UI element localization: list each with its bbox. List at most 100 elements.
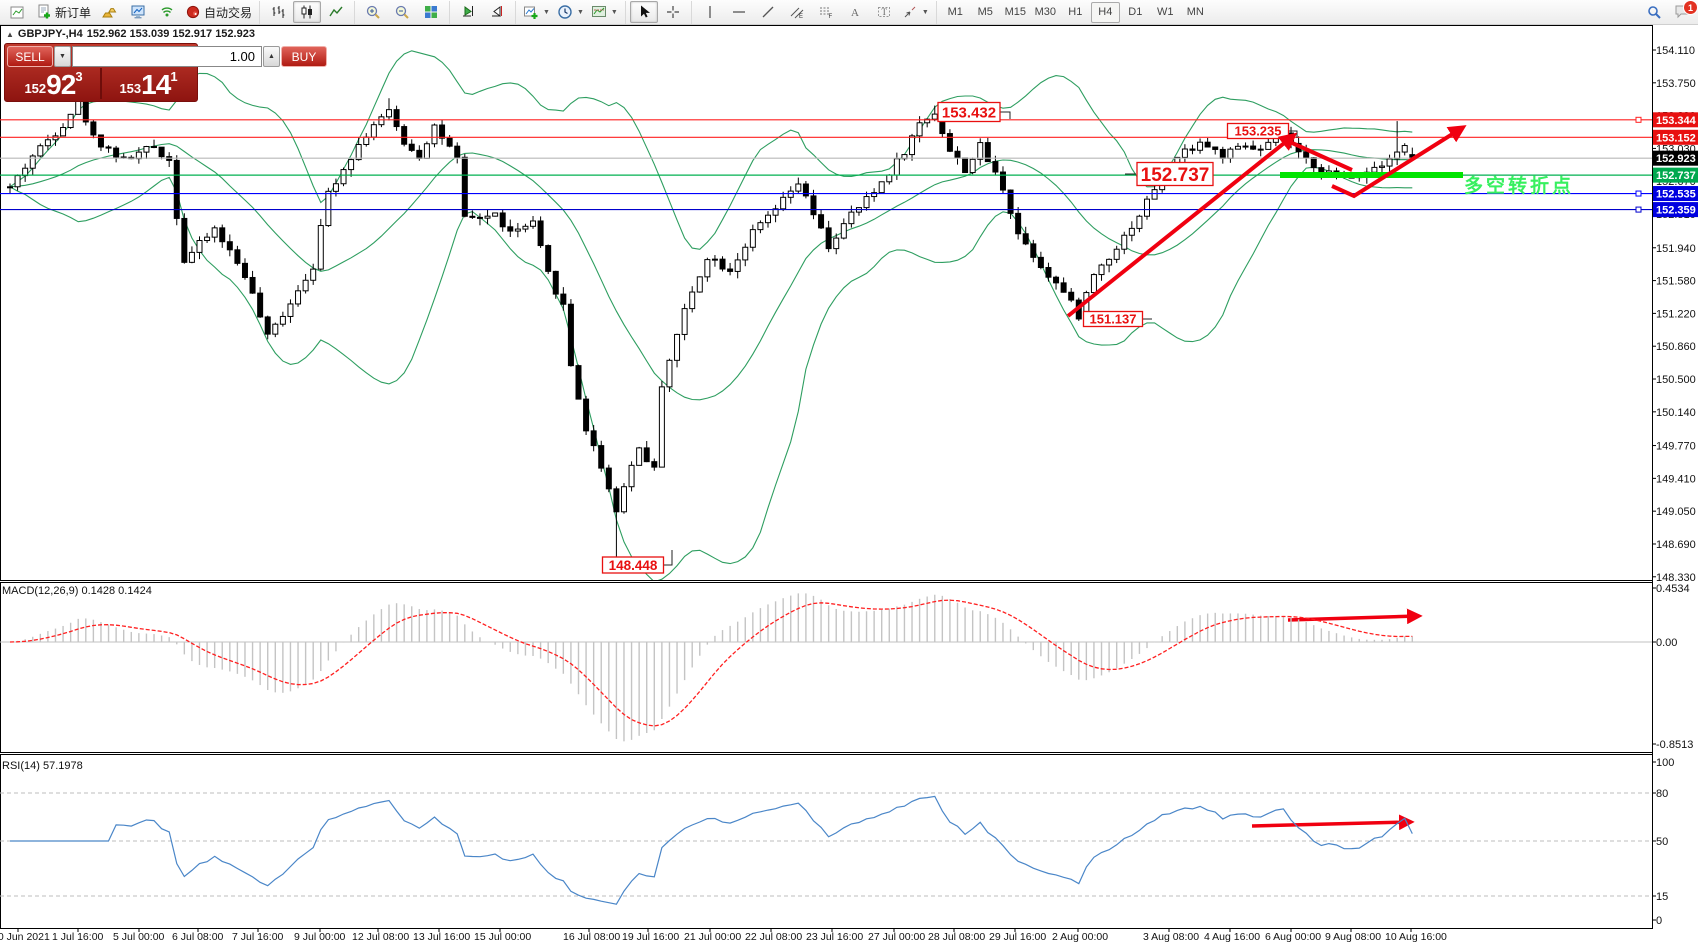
equidistant-channel-icon: E	[790, 7, 804, 20]
fibonacci-tool[interactable]: F	[812, 1, 840, 23]
candle-body	[393, 109, 400, 128]
candle-body	[620, 486, 627, 513]
candle-body	[105, 146, 112, 149]
auto-scroll-button[interactable]	[454, 1, 482, 23]
candle-body	[1151, 189, 1158, 200]
chart-shift-button[interactable]	[483, 1, 511, 23]
buy-price[interactable]: 153 14 1	[102, 68, 195, 99]
candle-body	[90, 121, 97, 136]
timeframe-w1[interactable]: W1	[1157, 6, 1174, 18]
vertical-line-tool[interactable]	[696, 1, 724, 23]
timeframe-m5[interactable]: M5	[977, 6, 993, 18]
candle-body	[492, 212, 499, 217]
candle-body	[999, 171, 1006, 191]
date-tick-label: 19 Jul 16:00	[622, 931, 679, 943]
price-annotation-148.448[interactable]: 148.448	[601, 556, 665, 574]
timeframe-m15[interactable]: M15	[1004, 6, 1026, 18]
volume-up-button[interactable]: ▲	[263, 46, 280, 67]
horizontal-line-tool[interactable]	[725, 1, 753, 23]
chart-window-button[interactable]	[4, 1, 32, 23]
price-tick-label: 149.770	[1656, 441, 1696, 453]
candle-body	[476, 216, 483, 219]
signals-button[interactable]	[153, 1, 181, 23]
sell-price[interactable]: 152 92 3	[7, 68, 102, 99]
date-tick-label: 30 Jun 2021	[0, 931, 50, 943]
trend-arrow[interactable]	[1331, 125, 1467, 199]
candle-body	[97, 134, 104, 148]
volume-down-button[interactable]: ▼	[54, 46, 71, 67]
arrows-tool[interactable]: ▼	[899, 1, 932, 23]
price-annotation-151.137[interactable]: 151.137	[1082, 310, 1144, 328]
price-annotation-153.235[interactable]: 153.235	[1226, 122, 1290, 140]
axis-price-tag: 152.359	[1653, 202, 1698, 218]
rsi-axis-label: 50	[1656, 836, 1668, 848]
price-annotation-153.432[interactable]: 153.432	[937, 101, 1001, 123]
date-tick-label: 1 Jul 16:00	[52, 931, 104, 943]
bar-chart-button[interactable]	[264, 1, 292, 23]
timeframe-d1[interactable]: D1	[1128, 6, 1143, 18]
trendline-tool[interactable]	[754, 1, 782, 23]
candle-body	[461, 156, 468, 217]
tile-windows-button[interactable]	[417, 1, 445, 23]
date-tick-label: 22 Jul 08:00	[745, 931, 802, 943]
gold-button[interactable]	[95, 1, 123, 23]
annotation-connector	[1000, 111, 1011, 119]
volume-input[interactable]	[72, 46, 262, 67]
toolbar-group-trade: 新订单 自动交易	[0, 0, 261, 24]
channel-tool[interactable]: E	[783, 1, 811, 23]
level-line-152.359[interactable]	[0, 206, 1652, 213]
candle-body	[272, 323, 279, 335]
line-chart-button[interactable]	[322, 1, 350, 23]
candle-body	[446, 137, 453, 147]
trend-note-text[interactable]: 多空转折点	[1464, 174, 1574, 197]
timeframe-m1[interactable]: M1	[947, 6, 963, 18]
notification-badge: 1	[1683, 0, 1698, 15]
text-label-tool[interactable]: T	[870, 1, 898, 23]
candle-body	[1022, 233, 1029, 245]
search-button[interactable]	[1640, 1, 1668, 23]
indicators-button[interactable]: ▼	[520, 1, 553, 23]
autotrading-button[interactable]: 自动交易	[182, 1, 255, 23]
svg-text:152.737: 152.737	[1656, 170, 1696, 182]
level-line-153.344[interactable]	[0, 116, 1652, 123]
date-tick-label: 9 Aug 08:00	[1325, 931, 1381, 943]
zoom-in-button[interactable]	[359, 1, 387, 23]
candle-body	[575, 365, 582, 400]
oneclick-toggle-icon[interactable]: ▲	[6, 29, 14, 39]
notifications-button[interactable]: 1	[1674, 0, 1698, 21]
text-tool[interactable]: A	[841, 1, 869, 23]
toolbar-group-objects: ▼ ▼ ▼	[516, 0, 626, 24]
search-icon	[1648, 6, 1661, 19]
timeframe-mn[interactable]: MN	[1186, 6, 1204, 18]
top-toolbar: 新订单 自动交易	[0, 0, 1698, 25]
timeframe-m30[interactable]: M30	[1034, 6, 1056, 18]
candlestick-chart-button[interactable]	[293, 1, 322, 23]
periods-button[interactable]: ▼	[554, 1, 587, 23]
date-tick-label: 6 Aug 00:00	[1265, 931, 1321, 943]
level-line-152.535[interactable]	[0, 190, 1652, 197]
candle-body	[22, 167, 29, 177]
candle-body	[696, 276, 703, 293]
trend-arrow[interactable]	[1289, 140, 1353, 172]
sell-button[interactable]: SELL	[7, 46, 53, 67]
price-annotation-152.737[interactable]: 152.737	[1136, 161, 1214, 187]
zoom-out-button[interactable]	[388, 1, 416, 23]
market-watch-button[interactable]	[124, 1, 152, 23]
rsi-label: RSI(14) 57.1978	[2, 760, 83, 772]
support-highlight-bar[interactable]	[1280, 172, 1463, 178]
templates-button[interactable]: ▼	[588, 1, 621, 23]
date-tick-label: 29 Jul 16:00	[989, 931, 1046, 943]
candle-body	[916, 122, 923, 137]
candle-body	[560, 293, 567, 305]
new-order-button[interactable]: 新订单	[33, 1, 94, 23]
cursor-button[interactable]	[629, 1, 658, 23]
trend-arrow[interactable]	[1287, 608, 1423, 625]
trend-arrow[interactable]	[1066, 132, 1298, 318]
trend-arrow[interactable]	[1251, 814, 1415, 831]
timeframe-h1[interactable]: H1	[1068, 6, 1083, 18]
candle-body	[302, 279, 309, 292]
crosshair-button[interactable]	[659, 1, 687, 23]
buy-button[interactable]: BUY	[281, 46, 327, 67]
timeframe-h4[interactable]: H4	[1090, 1, 1120, 23]
